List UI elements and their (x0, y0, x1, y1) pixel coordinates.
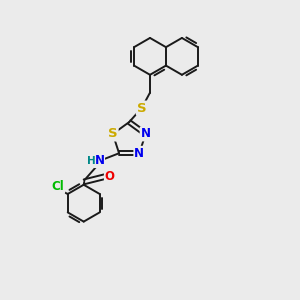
Text: S: S (137, 102, 146, 115)
Text: N: N (141, 128, 151, 140)
Text: S: S (108, 128, 118, 140)
Text: H: H (87, 156, 95, 166)
Text: Cl: Cl (52, 180, 64, 193)
Text: N: N (94, 154, 104, 167)
Text: O: O (105, 170, 115, 183)
Text: N: N (134, 147, 144, 160)
